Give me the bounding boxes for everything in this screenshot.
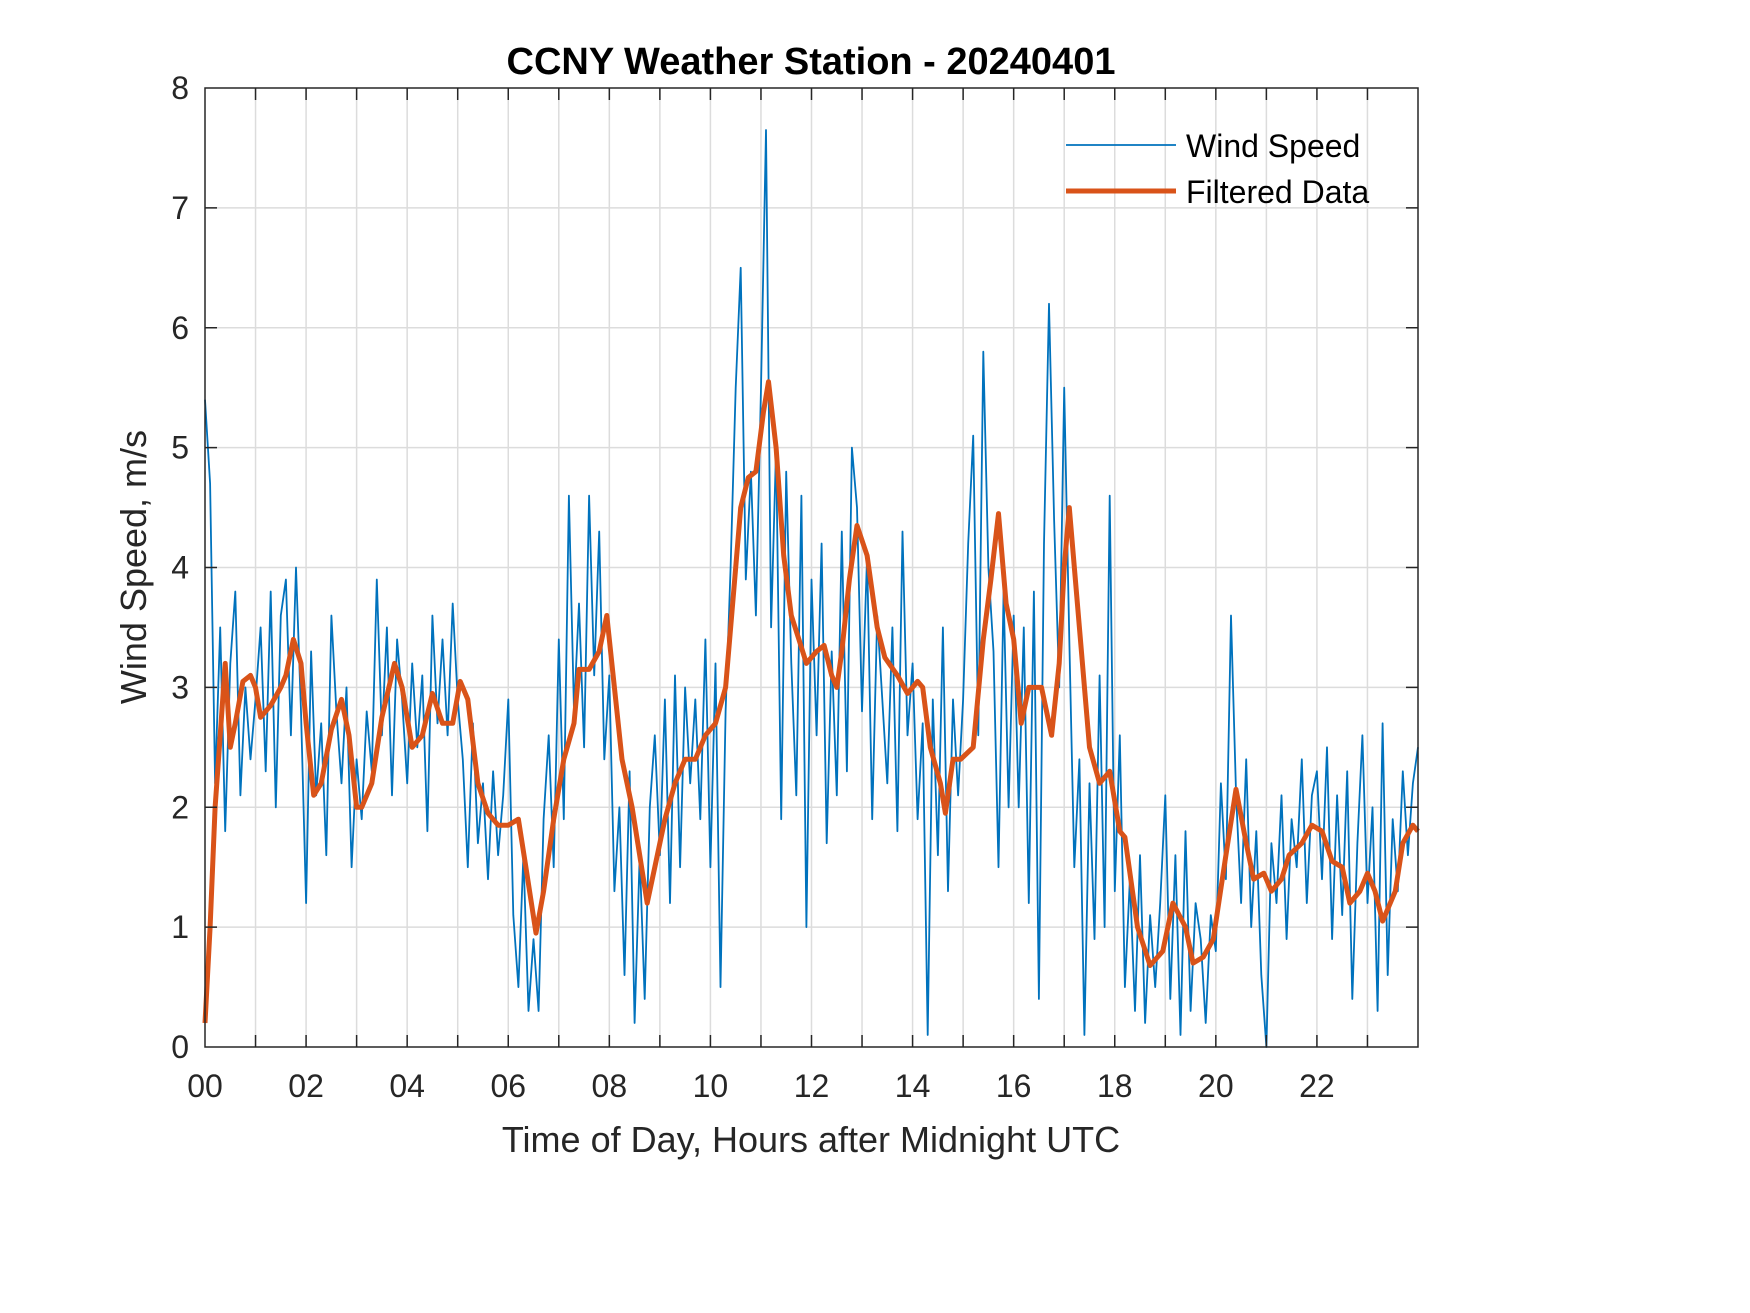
x-tick-label: 14	[895, 1068, 931, 1104]
grid	[205, 88, 1418, 1047]
x-tick-label: 02	[288, 1068, 324, 1104]
y-tick-label: 0	[171, 1029, 189, 1065]
x-tick-label: 06	[490, 1068, 526, 1104]
x-tick-label: 10	[693, 1068, 729, 1104]
x-tick-label: 20	[1198, 1068, 1234, 1104]
y-axis-label: Wind Speed, m/s	[113, 430, 154, 704]
y-tick-label: 8	[171, 70, 189, 106]
legend-label-wind-speed: Wind Speed	[1186, 128, 1360, 164]
y-tick-label: 7	[171, 190, 189, 226]
legend: Wind Speed Filtered Data	[1066, 128, 1369, 210]
x-tick-label: 16	[996, 1068, 1032, 1104]
x-tick-label: 04	[389, 1068, 425, 1104]
y-tick-label: 6	[171, 310, 189, 346]
x-tick-label: 22	[1299, 1068, 1335, 1104]
y-tick-label: 1	[171, 909, 189, 945]
chart-title: CCNY Weather Station - 20240401	[507, 41, 1116, 83]
x-tick-label: 18	[1097, 1068, 1133, 1104]
x-tick-label: 12	[794, 1068, 830, 1104]
x-tick-label: 08	[592, 1068, 628, 1104]
series-line-filtered-data	[202, 379, 1420, 1024]
y-tick-label: 3	[171, 669, 189, 705]
series-line-wind-speed	[204, 129, 1419, 1048]
y-tick-label: 5	[171, 430, 189, 466]
y-tick-label: 2	[171, 789, 189, 825]
x-axis-label: Time of Day, Hours after Midnight UTC	[502, 1119, 1120, 1160]
series-layer	[202, 129, 1420, 1048]
y-tick-label: 4	[171, 550, 189, 586]
x-tick-label: 00	[187, 1068, 223, 1104]
legend-label-filtered-data: Filtered Data	[1186, 174, 1369, 210]
